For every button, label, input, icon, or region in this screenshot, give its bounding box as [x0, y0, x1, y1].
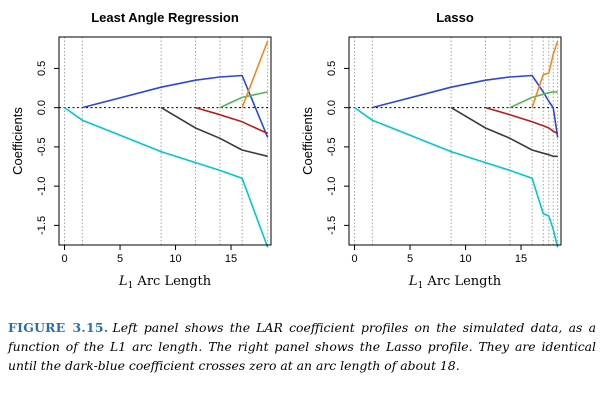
- y-tick-label: 0.0: [36, 100, 48, 115]
- y-axis-label: Coefficients: [300, 107, 315, 175]
- y-tick-label: -1.5: [326, 216, 338, 235]
- coefficient-path: [219, 91, 268, 109]
- plot-frame: [58, 36, 272, 246]
- plot-frame: [348, 36, 562, 246]
- y-tick-label: 0.5: [36, 61, 48, 76]
- coefficient-path: [160, 106, 268, 158]
- x-tick-label: 10: [169, 253, 181, 265]
- coefficient-path: [354, 106, 559, 248]
- figure-caption: FIGURE 3.15. Left panel shows the LAR coe…: [8, 318, 596, 375]
- x-axis-label: L1 Arc Length: [118, 274, 212, 291]
- y-tick-label: -0.5: [326, 137, 338, 156]
- x-tick-label: 0: [61, 253, 67, 265]
- x-axis-label: L1 Arc Length: [408, 274, 502, 291]
- y-tick-label: 0.0: [326, 100, 338, 115]
- figure: Least Angle Regression 0 5 10 15 -1.5 -1.0 -0.5…: [10, 10, 562, 291]
- lar-panel: Least Angle Regression 0 5 10 15 -1.5 -1.0 -0.5…: [10, 10, 272, 291]
- coefficient-path: [509, 91, 558, 109]
- y-tick-label: -0.5: [36, 137, 48, 156]
- x-tick-label: 5: [117, 253, 123, 265]
- coefficient-path: [531, 40, 559, 108]
- chart-title: Lasso: [436, 10, 474, 25]
- coefficient-path: [195, 106, 269, 135]
- y-tick-label: -1.0: [36, 177, 48, 196]
- y-tick-label: -1.0: [326, 177, 338, 196]
- caption-text: Left panel shows the LAR coefficient pro…: [8, 320, 596, 373]
- chart-title: Least Angle Regression: [91, 10, 239, 25]
- y-tick-label: -1.5: [36, 216, 48, 235]
- x-tick-label: 15: [515, 253, 527, 265]
- x-tick-label: 15: [225, 253, 237, 265]
- lasso-panel: Lasso 0 5 10 15 -1.5 -1.0 -0.5 0.0 0.5 Coefficient…: [300, 10, 562, 291]
- coefficient-path: [82, 74, 269, 138]
- figure-label: FIGURE 3.15.: [8, 320, 109, 335]
- y-tick-label: 0.5: [326, 61, 338, 76]
- coefficient-path: [241, 40, 269, 108]
- coefficient-path: [450, 106, 558, 158]
- y-axis-label: Coefficients: [10, 107, 25, 175]
- x-tick-label: 10: [459, 253, 471, 265]
- x-tick-label: 5: [407, 253, 413, 265]
- coefficient-path: [485, 106, 559, 135]
- coefficient-path: [372, 74, 559, 138]
- x-tick-label: 0: [351, 253, 357, 265]
- coefficient-path: [64, 106, 269, 248]
